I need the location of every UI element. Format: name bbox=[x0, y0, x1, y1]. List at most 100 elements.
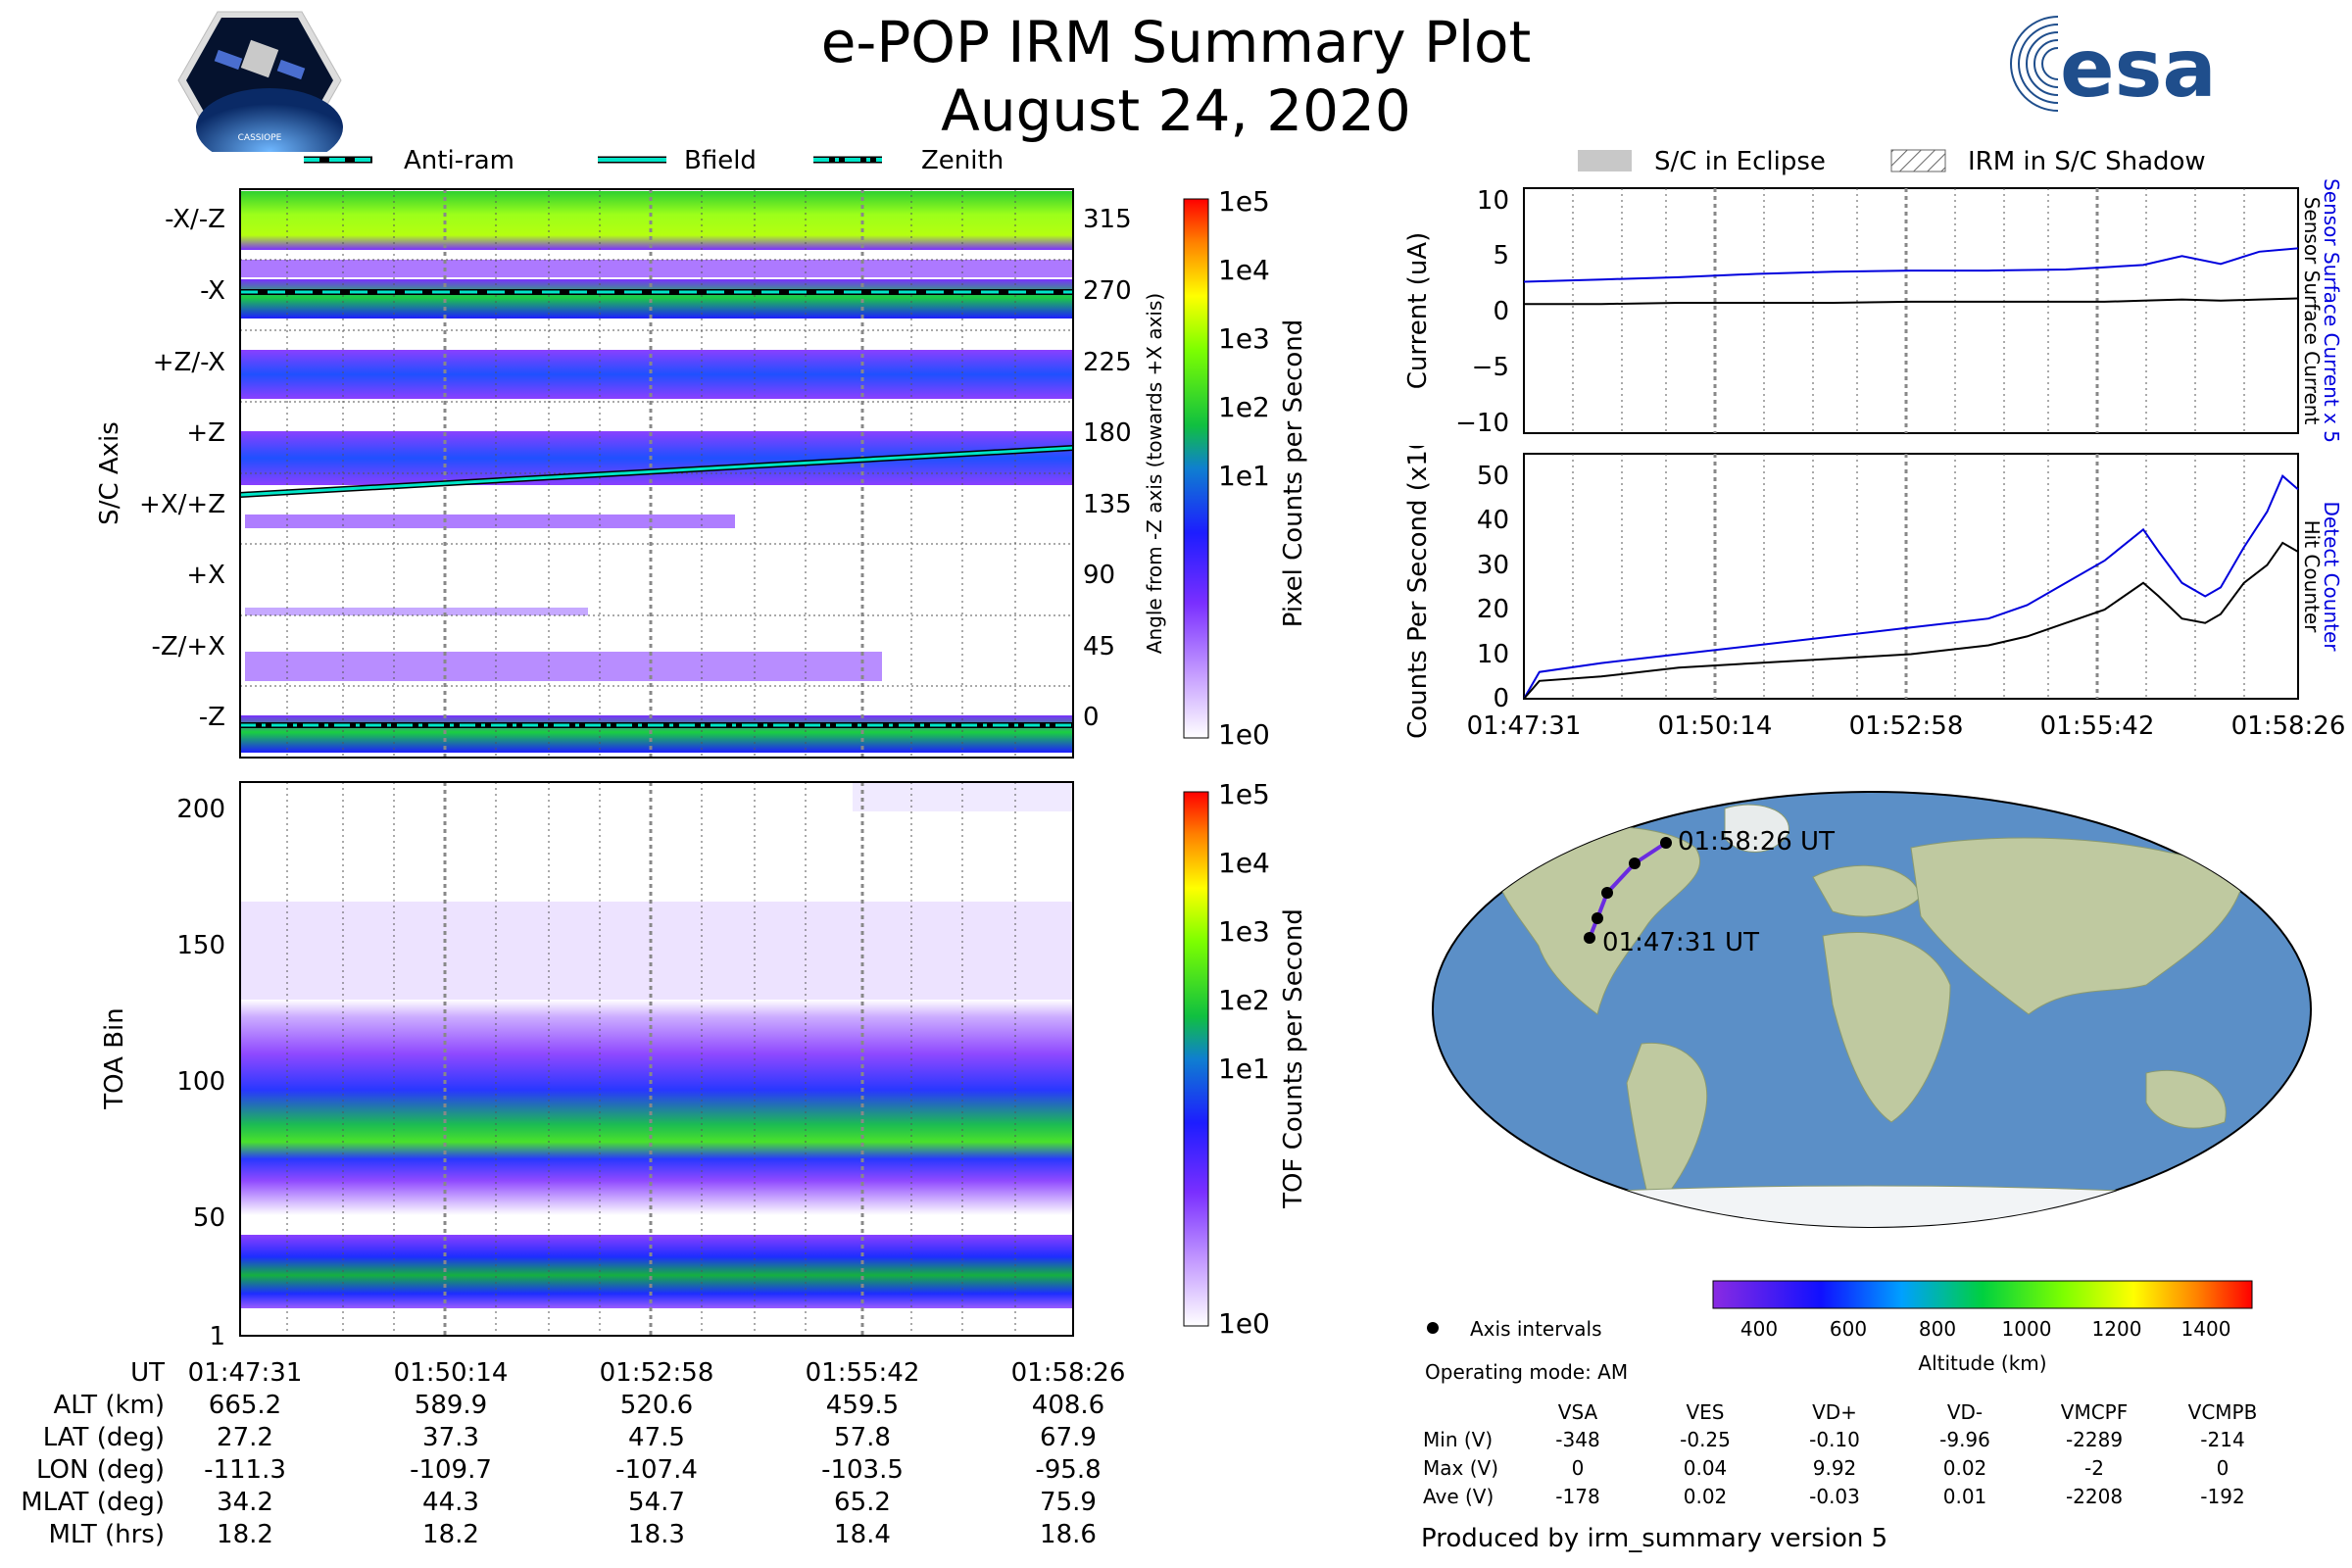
voltage-cell: 0.04 bbox=[1684, 1456, 1728, 1480]
eclipse-swatch bbox=[1578, 150, 1632, 172]
eph-cell: 67.9 bbox=[1040, 1423, 1097, 1452]
legend-bfield-label: Bfield bbox=[684, 146, 757, 175]
axis-interval-dot bbox=[1427, 1322, 1439, 1334]
eph-cell: 18.6 bbox=[1040, 1520, 1097, 1549]
eph-cell: 18.2 bbox=[217, 1520, 273, 1549]
orbit-point bbox=[1592, 912, 1603, 924]
eph-cell: 520.6 bbox=[620, 1391, 693, 1420]
current-ytick: −10 bbox=[1455, 409, 1509, 438]
eph-cell: 65.2 bbox=[834, 1488, 891, 1517]
toa-axis-label: TOA Bin bbox=[100, 1007, 129, 1109]
tof-main-band bbox=[240, 1000, 1073, 1215]
voltage-cell: 0.01 bbox=[1943, 1485, 1987, 1508]
sc-axis-tick: +X/+Z bbox=[139, 490, 225, 519]
sc-axis-tick: -Z bbox=[199, 703, 225, 732]
counts-ytick: 40 bbox=[1477, 506, 1509, 535]
current-ylabel: Current (uA) bbox=[1403, 232, 1433, 389]
eph-cell: 459.5 bbox=[826, 1391, 899, 1420]
axis-intervals-label: Axis intervals bbox=[1470, 1317, 1602, 1341]
counts-ytick: 0 bbox=[1493, 684, 1509, 713]
voltage-cell: -348 bbox=[1555, 1428, 1599, 1451]
colorbar-tick: 1e1 bbox=[1218, 460, 1270, 492]
series-line-detect-counter bbox=[1523, 474, 2299, 700]
page-title: e-POP IRM Summary Plot bbox=[820, 9, 1532, 75]
voltage-cell: 0 bbox=[1572, 1456, 1585, 1480]
eph-cell: -95.8 bbox=[1035, 1455, 1101, 1485]
legend-zenith-label: Zenith bbox=[921, 146, 1004, 175]
eph-cell: -111.3 bbox=[204, 1455, 286, 1485]
eph-row-label: LAT (deg) bbox=[43, 1423, 165, 1452]
counts-xtick: 01:55:42 bbox=[2040, 711, 2155, 741]
produced-by: Produced by irm_summary version 5 bbox=[1421, 1524, 1888, 1553]
altitude-tick: 400 bbox=[1740, 1317, 1778, 1341]
counts-xtick: 01:52:58 bbox=[1849, 711, 1964, 741]
colorbar-tick: 1e3 bbox=[1218, 322, 1270, 355]
angle-tick: 45 bbox=[1083, 632, 1115, 662]
voltage-cell: -0.10 bbox=[1809, 1428, 1860, 1451]
tof-low-band bbox=[240, 1235, 1073, 1308]
cassiope-text: CASSIOPE bbox=[238, 133, 282, 143]
series-line-sensor-surface-current bbox=[1524, 297, 2299, 306]
colorbar-tick: 1e4 bbox=[1218, 847, 1270, 879]
band-minus-x-minus-z bbox=[240, 191, 1073, 250]
sc-axis-tick: -X/-Z bbox=[165, 205, 225, 234]
voltage-header: VSA bbox=[1558, 1400, 1598, 1424]
voltage-cell: 0.02 bbox=[1684, 1485, 1728, 1508]
current-right-label-black: Sensor Surface Current bbox=[2300, 197, 2324, 425]
voltage-cell: -0.25 bbox=[1680, 1428, 1731, 1451]
south-america bbox=[1626, 1042, 1708, 1211]
voltage-header: VCMPB bbox=[2188, 1400, 2258, 1424]
angle-tick: 90 bbox=[1083, 561, 1115, 590]
greenland bbox=[1724, 804, 1789, 853]
voltage-header: VES bbox=[1686, 1400, 1724, 1424]
current-ytick: 10 bbox=[1477, 186, 1509, 216]
current-right-label-blue: Sensor Surface Current x 5 bbox=[2320, 178, 2343, 443]
eclipse-label: S/C in Eclipse bbox=[1654, 147, 1826, 176]
operating-mode: Operating mode: AM bbox=[1425, 1360, 1628, 1384]
voltage-cell: -178 bbox=[1555, 1485, 1599, 1508]
altitude-tick: 800 bbox=[1919, 1317, 1956, 1341]
altitude-tick: 1000 bbox=[2002, 1317, 2052, 1341]
voltage-cell: 0.02 bbox=[1943, 1456, 1987, 1480]
sc-axis-tick: +Z/-X bbox=[153, 348, 225, 377]
angle-tick: 270 bbox=[1083, 276, 1132, 306]
eph-cell: 37.3 bbox=[422, 1423, 479, 1452]
voltage-cell: -2 bbox=[2084, 1456, 2104, 1480]
toa-tick: 200 bbox=[176, 795, 225, 824]
eph-row-label: MLAT (deg) bbox=[21, 1488, 165, 1517]
toa-tick: 100 bbox=[176, 1067, 225, 1097]
voltage-cell: -214 bbox=[2200, 1428, 2244, 1451]
map-end-label: 01:58:26 UT bbox=[1678, 827, 1835, 857]
voltage-row-label: Max (V) bbox=[1423, 1456, 1498, 1480]
voltage-cell: 9.92 bbox=[1813, 1456, 1857, 1480]
orientation-legend: Anti-ram Bfield Zenith bbox=[304, 146, 1004, 175]
sc-axis-tick: +Z bbox=[186, 418, 225, 448]
eph-cell: -109.7 bbox=[410, 1455, 492, 1485]
map-legend: Axis intervals Operating mode: AM bbox=[1425, 1317, 1628, 1384]
eph-cell: 18.4 bbox=[834, 1520, 891, 1549]
voltage-cell: -9.96 bbox=[1939, 1428, 1990, 1451]
voltage-header: VD+ bbox=[1812, 1400, 1857, 1424]
band-plus-x bbox=[245, 608, 588, 615]
pixel-colorbar-label: Pixel Counts per Second bbox=[1279, 319, 1308, 628]
voltage-header: VD- bbox=[1947, 1400, 1983, 1424]
eph-row-label: UT bbox=[130, 1358, 165, 1388]
legend-bfield: Bfield bbox=[598, 146, 757, 175]
angle-tick: 225 bbox=[1083, 348, 1132, 377]
sc-axis-tick: +X bbox=[186, 561, 225, 590]
colorbar-tick: 1e3 bbox=[1218, 915, 1270, 948]
sc-axis-tick: -Z/+X bbox=[151, 632, 225, 662]
bfield-line bbox=[239, 445, 1074, 498]
asia bbox=[1910, 837, 2245, 1015]
voltage-table: VSA VES VD+ VD- VMCPF VCMPB Min (V) Max … bbox=[1423, 1400, 2258, 1508]
eph-cell: 18.2 bbox=[422, 1520, 479, 1549]
band-minus-x bbox=[240, 279, 1073, 318]
pixel-colorbar bbox=[1183, 198, 1209, 739]
counts-xtick: 01:58:26 bbox=[2231, 711, 2346, 741]
eph-row-label: LON (deg) bbox=[36, 1455, 165, 1485]
eph-cell: 589.9 bbox=[415, 1391, 487, 1420]
series-line-hit-counter bbox=[1523, 541, 2299, 700]
counts-ytick: 10 bbox=[1477, 640, 1509, 669]
current-chart: 10 5 0 −5 −10 Current (uA) Sensor Surfac… bbox=[1403, 178, 2343, 443]
australia bbox=[2145, 1069, 2227, 1129]
